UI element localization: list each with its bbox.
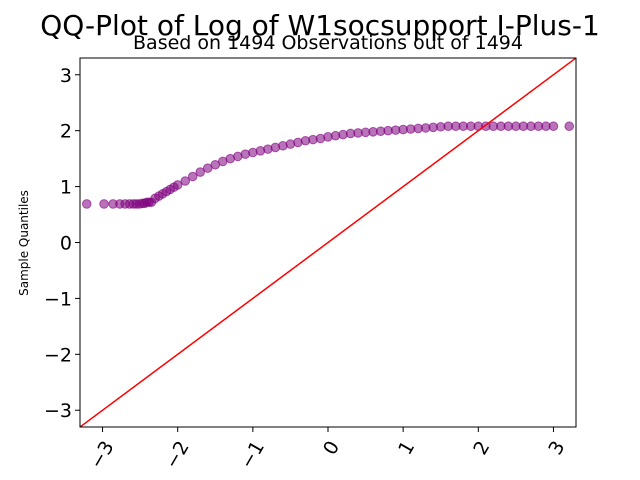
data-point	[172, 180, 183, 190]
plot-area	[80, 58, 576, 427]
data-point	[548, 121, 559, 132]
data-point	[81, 199, 92, 209]
x-tick-label: −1	[236, 437, 269, 472]
x-tick-label: 3	[544, 437, 569, 458]
plot-frame	[79, 57, 577, 428]
x-tick-label: −2	[161, 437, 194, 472]
y-tick-label: 2	[60, 121, 72, 143]
y-tick-label: −1	[44, 288, 72, 310]
reference-line	[80, 58, 576, 427]
x-tick-label: 2	[469, 437, 494, 458]
y-tick-label: 3	[60, 65, 72, 87]
y-tick-label: 1	[60, 177, 72, 199]
data-point	[99, 199, 109, 209]
y-axis-label: Sample Quantiles	[17, 190, 31, 296]
y-tick-label: 0	[60, 233, 72, 255]
data-point	[187, 171, 198, 182]
x-tick-label: −3	[86, 437, 119, 472]
x-tick-label: 1	[394, 437, 419, 458]
chart-subtitle: Based on 1494 Observations out of 1494	[133, 32, 523, 54]
data-point	[564, 121, 575, 132]
chart-title: QQ-Plot of Log of W1socsupport I-Plus-1	[40, 9, 600, 42]
y-tick-label: −2	[44, 344, 72, 366]
y-tick-label: −3	[44, 400, 72, 422]
data-point	[195, 167, 206, 177]
x-tick-label: 0	[319, 437, 344, 458]
data-point	[180, 176, 191, 186]
